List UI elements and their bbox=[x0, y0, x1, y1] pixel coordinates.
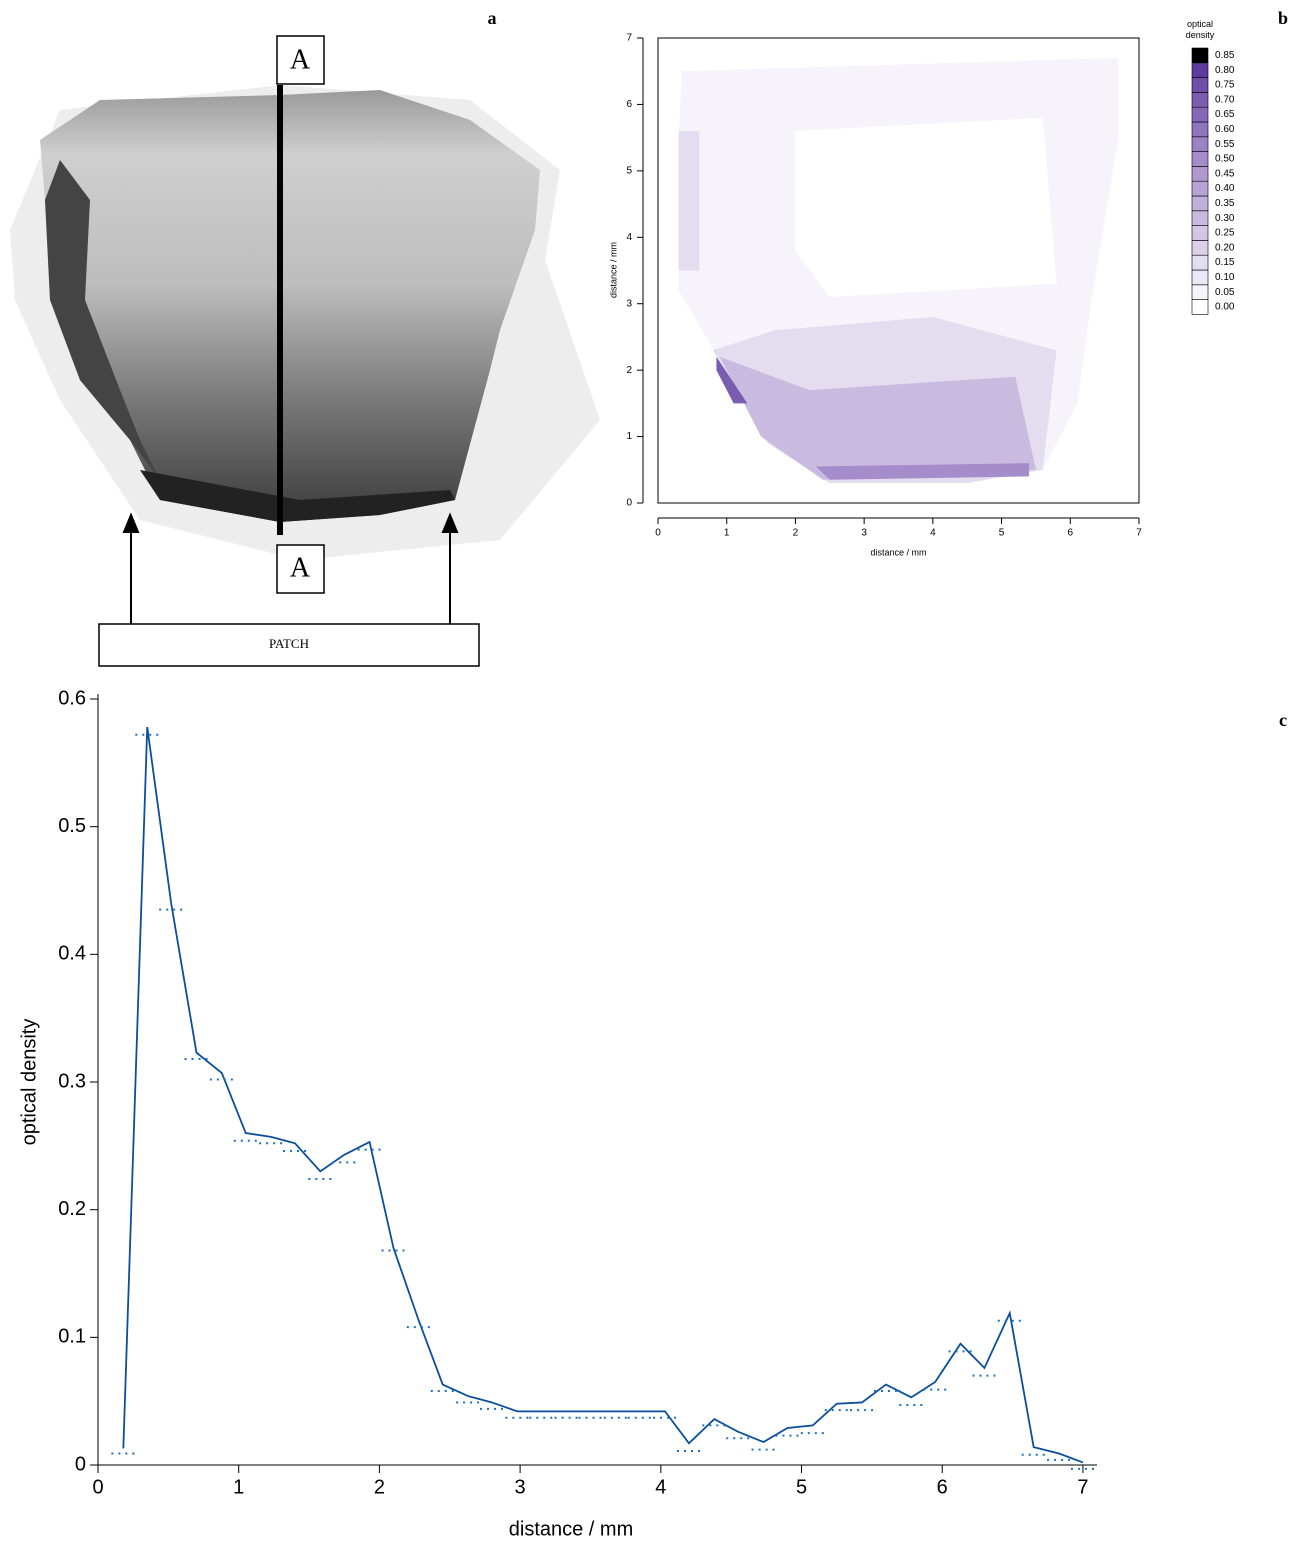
tissue-image bbox=[10, 85, 600, 560]
patch-label: PATCH bbox=[269, 636, 309, 651]
panel-label: c bbox=[1279, 710, 1287, 730]
y-axis-label: distance / mm bbox=[608, 242, 618, 298]
colorbar-tick-label: 0.55 bbox=[1215, 139, 1235, 150]
data-line bbox=[122, 726, 1084, 1464]
colorbar-tick-label: 0.65 bbox=[1215, 109, 1235, 120]
colorbar-swatch bbox=[1191, 121, 1209, 138]
x-tick-label: 2 bbox=[793, 528, 799, 539]
colorbar-tick-label: 0.75 bbox=[1215, 80, 1235, 91]
y-tick-label: 1 bbox=[626, 431, 632, 442]
colorbar-swatch bbox=[1191, 151, 1209, 167]
colorbar-tick-label: 0.35 bbox=[1215, 198, 1235, 209]
section-label: A bbox=[290, 44, 311, 75]
x-tick-label: 7 bbox=[1077, 1476, 1088, 1498]
x-tick-label: 4 bbox=[930, 528, 936, 539]
colorbar-swatch bbox=[1191, 240, 1209, 256]
y-tick-label: 6 bbox=[626, 99, 632, 110]
colorbar-swatch bbox=[1191, 284, 1209, 300]
colorbar-swatch bbox=[1191, 195, 1209, 212]
plot-frame bbox=[657, 37, 1140, 504]
y-tick-label: 4 bbox=[626, 232, 632, 243]
colorbar-tick-label: 0.10 bbox=[1215, 272, 1235, 283]
x-tick-label: 3 bbox=[861, 528, 867, 539]
colorbar-swatch bbox=[1191, 92, 1209, 108]
colorbar-tick-label: 0.80 bbox=[1215, 65, 1235, 76]
colorbar-tick-label: 0.25 bbox=[1215, 228, 1235, 239]
x-tick-label: 3 bbox=[515, 1476, 526, 1498]
colorbar-swatch bbox=[1191, 62, 1209, 78]
colorbar-tick-label: 0.00 bbox=[1215, 302, 1235, 313]
colorbar-swatch bbox=[1191, 106, 1209, 123]
contour-region bbox=[716, 356, 748, 404]
colorbar-tick-label: 0.05 bbox=[1215, 287, 1235, 298]
y-tick-label: 0.1 bbox=[58, 1326, 86, 1348]
contour-region bbox=[678, 131, 700, 271]
y-tick-label: 0.3 bbox=[58, 1070, 86, 1092]
colorbar-swatch bbox=[1191, 210, 1209, 226]
colorbar-swatch bbox=[1191, 180, 1209, 197]
x-tick-label: 1 bbox=[724, 528, 730, 539]
section-label: A bbox=[290, 552, 311, 583]
colorbar-swatch bbox=[1191, 299, 1209, 315]
x-tick-label: 5 bbox=[796, 1476, 807, 1498]
colorbar-tick-label: 0.20 bbox=[1215, 242, 1235, 253]
y-tick-label: 3 bbox=[626, 298, 632, 309]
y-axis-label: optical density bbox=[18, 1019, 40, 1146]
colorbar-swatch bbox=[1191, 254, 1209, 271]
colorbar-swatch bbox=[1191, 269, 1209, 286]
x-tick-label: 6 bbox=[937, 1476, 948, 1498]
x-tick-label: 0 bbox=[655, 528, 661, 539]
x-tick-label: 7 bbox=[1136, 528, 1142, 539]
panel-label: a bbox=[488, 8, 497, 28]
x-tick-label: 2 bbox=[374, 1476, 385, 1498]
colorbar-tick-label: 0.85 bbox=[1215, 50, 1235, 61]
x-tick-label: 0 bbox=[92, 1476, 103, 1498]
x-tick-label: 5 bbox=[999, 528, 1005, 539]
x-tick-label: 6 bbox=[1068, 528, 1074, 539]
panel-label: b bbox=[1278, 8, 1288, 28]
y-tick-label: 0.2 bbox=[58, 1198, 86, 1220]
x-axis-label: distance / mm bbox=[509, 1518, 633, 1540]
colorbar-tick-label: 0.40 bbox=[1215, 183, 1235, 194]
colorbar-tick-label: 0.60 bbox=[1215, 124, 1235, 135]
colorbar-swatch bbox=[1191, 166, 1209, 182]
x-axis-label: distance / mm bbox=[870, 547, 926, 557]
y-tick-label: 7 bbox=[626, 33, 632, 44]
colorbar-swatch bbox=[1191, 225, 1209, 241]
y-tick-label: 0.4 bbox=[58, 943, 86, 965]
colorbar-tick-label: 0.15 bbox=[1215, 257, 1235, 268]
colorbar-tick-label: 0.50 bbox=[1215, 154, 1235, 165]
colorbar-swatch bbox=[1191, 77, 1209, 93]
colorbar-swatch bbox=[1191, 47, 1209, 64]
colorbar-tick-label: 0.45 bbox=[1215, 168, 1235, 179]
colorbar-tick-label: 0.70 bbox=[1215, 94, 1235, 105]
colorbar-title: optical density bbox=[1186, 19, 1215, 40]
patch-box bbox=[98, 623, 480, 667]
colorbar-swatch bbox=[1191, 136, 1209, 152]
y-tick-label: 0.5 bbox=[58, 815, 86, 837]
x-tick-label: 1 bbox=[233, 1476, 244, 1498]
section-box bbox=[276, 35, 325, 85]
x-tick-label: 4 bbox=[655, 1476, 666, 1498]
contour-region bbox=[816, 463, 1030, 480]
contour-region bbox=[719, 356, 1036, 480]
y-tick-label: 2 bbox=[626, 365, 632, 376]
section-box bbox=[276, 544, 325, 594]
y-tick-label: 5 bbox=[626, 165, 632, 176]
y-tick-label: 0 bbox=[75, 1453, 86, 1475]
contour-region bbox=[795, 117, 1057, 298]
y-tick-label: 0.6 bbox=[58, 687, 86, 709]
y-tick-label: 0 bbox=[626, 498, 632, 509]
arrows bbox=[122, 512, 459, 624]
colorbar-tick-label: 0.30 bbox=[1215, 213, 1235, 224]
